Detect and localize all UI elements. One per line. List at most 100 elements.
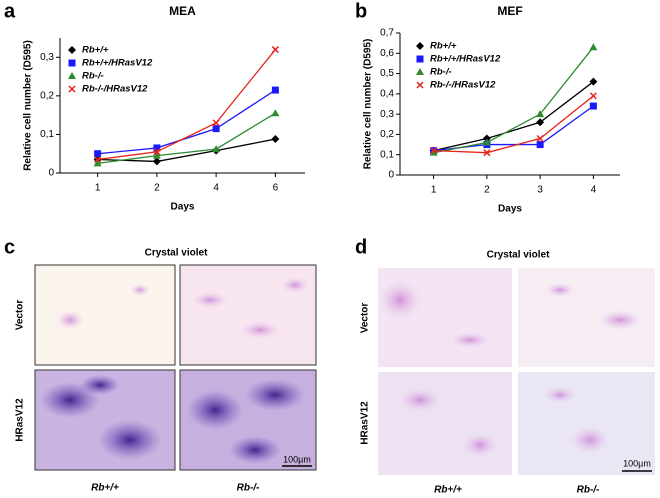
x-axis-label: Days [498, 204, 522, 215]
cell [544, 387, 576, 403]
cell [240, 321, 280, 339]
marker [416, 81, 424, 89]
cell [80, 375, 120, 395]
series-line [97, 112, 276, 165]
marker [589, 77, 598, 86]
cell [130, 284, 150, 296]
marker [94, 155, 102, 164]
series-line [433, 46, 594, 154]
marker [68, 72, 76, 79]
x-tick-label: 6 [273, 183, 279, 194]
legend-label: Rb+/+ [430, 41, 457, 52]
marker [153, 144, 161, 152]
series-line [433, 81, 594, 152]
y-tick-label: 0 [388, 170, 394, 181]
cell [450, 332, 490, 348]
cell [229, 436, 281, 464]
marker [429, 148, 438, 156]
panel-letter: a [4, 0, 16, 22]
legend-label: Rb-/- [430, 67, 452, 78]
series-line [97, 49, 276, 161]
cell [378, 280, 422, 320]
marker [483, 149, 491, 157]
marker [430, 147, 438, 155]
chart-b: b MEF 0 0,1 0,2 0,3 0,4 0,5 0,6 0,7 1 2 3 4 Days Relati… [355, 0, 620, 215]
marker [416, 68, 424, 75]
micrograph [378, 372, 512, 475]
legend-label: Rb+/+ [82, 45, 109, 56]
y-tick-label: 0,2 [380, 129, 394, 140]
marker [536, 141, 544, 149]
y-tick-label: 0,3 [40, 52, 54, 63]
chart-a: a MEA 0 0,1 0,2 0,3 1 2 4 6 Days Relative cell numb… [4, 0, 305, 213]
y-tick-label: 0,4 [380, 88, 394, 99]
y-tick-label: 0,1 [380, 149, 394, 160]
marker [271, 135, 280, 144]
y-tick-label: 0,3 [380, 109, 394, 120]
panel-letter: d [355, 236, 367, 258]
marker [68, 85, 76, 93]
x-tick-label: 4 [591, 185, 597, 196]
panel-title: Crystal violet [487, 250, 550, 261]
y-tick-label: 0,1 [40, 129, 54, 140]
series-line [97, 138, 276, 163]
marker [271, 86, 279, 94]
marker [212, 125, 220, 133]
chart-title: MEA [169, 4, 196, 18]
legend-label: Rb-/- [82, 71, 104, 82]
cell [187, 390, 243, 430]
row-label: Vector [360, 303, 371, 334]
legend-label: Rb+/+/HRasV12 [430, 54, 501, 65]
y-tick-label: 0,5 [380, 68, 394, 79]
panel-d: d Crystal violet 100µm Vector HRasV12 Rb… [355, 236, 655, 496]
cell [462, 433, 498, 457]
legend-label: Rb-/-/HRasV12 [430, 80, 496, 91]
marker [212, 119, 220, 127]
marker [68, 46, 76, 54]
scale-label: 100µm [283, 454, 311, 464]
marker [94, 150, 102, 158]
marker [589, 92, 597, 100]
marker [536, 134, 544, 143]
cell [56, 310, 84, 330]
x-tick-label: 3 [537, 185, 543, 196]
cell [98, 420, 162, 460]
cell [281, 277, 309, 293]
chart-title: MEF [497, 4, 522, 18]
y-axis-label: Relative cell number (D595) [23, 40, 34, 171]
legend-label: Rb+/+/HRasV12 [82, 58, 153, 69]
marker [271, 46, 279, 54]
y-tick-label: 0,6 [380, 48, 394, 59]
y-tick-label: 0 [48, 168, 54, 179]
y-axis-label: Relative cell number (D595) [363, 39, 374, 170]
marker [152, 151, 161, 159]
x-tick-label: 4 [213, 183, 219, 194]
panel-letter: c [4, 236, 15, 258]
cell [245, 379, 305, 411]
cell [598, 310, 642, 330]
marker [68, 59, 76, 67]
x-tick-label: 2 [154, 183, 160, 194]
marker [536, 110, 545, 118]
row-label: HRasV12 [15, 398, 26, 442]
series-line [433, 95, 594, 154]
panel-letter: b [355, 0, 367, 22]
row-label: HRasV12 [360, 401, 371, 445]
legend-label: Rb-/-/HRasV12 [82, 84, 148, 95]
marker [482, 138, 491, 146]
micrograph [34, 264, 176, 366]
y-tick-label: 0,2 [40, 90, 54, 101]
panel-c: c Crystal violet 100µm Vector HRasV12 Rb… [4, 236, 317, 494]
cell [192, 292, 228, 308]
row-label: Vector [15, 300, 26, 331]
x-tick-label: 2 [484, 185, 490, 196]
column-label: Rb-/- [237, 483, 260, 494]
column-label: Rb+/+ [434, 485, 462, 496]
y-tick-label: 0,7 [380, 28, 394, 39]
cell [398, 388, 442, 412]
marker [212, 145, 221, 153]
marker [93, 159, 102, 167]
series-line [97, 89, 276, 155]
marker [416, 55, 424, 63]
